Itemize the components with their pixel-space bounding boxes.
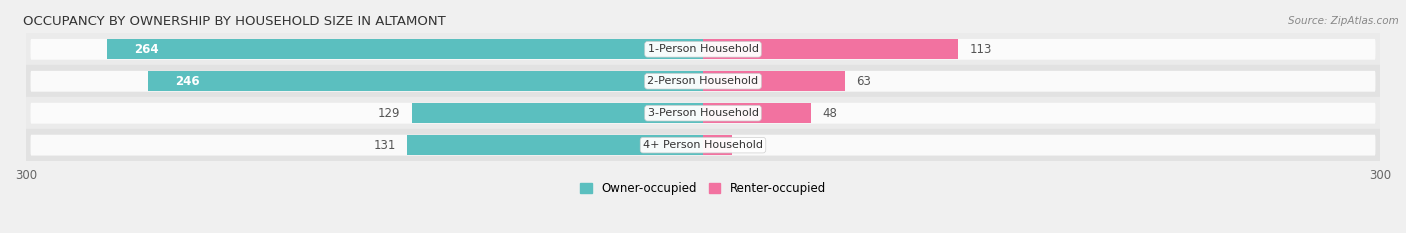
Bar	[412, 103, 703, 123]
Bar	[703, 103, 811, 123]
Text: 246: 246	[174, 75, 200, 88]
Bar	[703, 135, 733, 155]
Text: 113: 113	[969, 43, 991, 56]
FancyBboxPatch shape	[31, 39, 1375, 60]
Text: 131: 131	[374, 139, 396, 152]
FancyBboxPatch shape	[31, 71, 1375, 92]
Bar	[27, 97, 1379, 129]
Bar	[703, 39, 957, 59]
Text: 48: 48	[823, 107, 838, 120]
Text: 2-Person Household: 2-Person Household	[647, 76, 759, 86]
Text: 13: 13	[744, 139, 758, 152]
Bar	[27, 129, 1379, 161]
Text: 264: 264	[135, 43, 159, 56]
Text: 1-Person Household: 1-Person Household	[648, 44, 758, 54]
Bar	[107, 39, 703, 59]
Bar	[408, 135, 703, 155]
Text: OCCUPANCY BY OWNERSHIP BY HOUSEHOLD SIZE IN ALTAMONT: OCCUPANCY BY OWNERSHIP BY HOUSEHOLD SIZE…	[24, 15, 446, 28]
FancyBboxPatch shape	[31, 135, 1375, 156]
Text: 4+ Person Household: 4+ Person Household	[643, 140, 763, 150]
Text: 3-Person Household: 3-Person Household	[648, 108, 758, 118]
Bar	[27, 33, 1379, 65]
Text: 63: 63	[856, 75, 872, 88]
Bar	[703, 71, 845, 91]
FancyBboxPatch shape	[31, 103, 1375, 123]
Text: Source: ZipAtlas.com: Source: ZipAtlas.com	[1288, 16, 1399, 26]
Bar	[148, 71, 703, 91]
Bar	[27, 65, 1379, 97]
Legend: Owner-occupied, Renter-occupied: Owner-occupied, Renter-occupied	[575, 178, 831, 200]
Text: 129: 129	[378, 107, 401, 120]
